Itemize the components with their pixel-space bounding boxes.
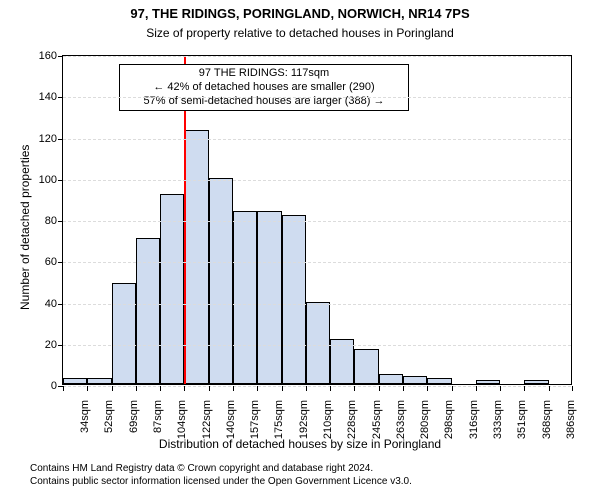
x-tick-label: 263sqm [395,392,407,439]
annotation-line-2: ← 42% of detached houses are smaller (29… [124,81,404,95]
x-tick-label: 333sqm [492,392,504,439]
x-tick-mark [112,386,113,391]
annotation-box: 97 THE RIDINGS: 117sqm ← 42% of detached… [119,64,409,111]
x-axis-label: Distribution of detached houses by size … [0,437,600,451]
x-tick-mark [403,386,404,391]
x-tick-mark [87,386,88,391]
attribution: Contains HM Land Registry data © Crown c… [30,463,412,488]
bar [136,238,160,384]
x-tick-label: 175sqm [273,392,285,439]
x-tick-mark [184,386,185,391]
bar [427,378,451,384]
y-tick-label: 0 [51,380,63,392]
y-tick-label: 60 [45,256,63,268]
y-tick-label: 140 [39,91,63,103]
y-tick-label: 20 [45,339,63,351]
y-tick-label: 40 [45,298,63,310]
x-tick-label: 386sqm [565,392,577,439]
bar [524,380,548,384]
x-tick-mark [330,386,331,391]
y-tick-label: 80 [45,215,63,227]
x-tick-label: 104sqm [176,392,188,439]
x-tick-label: 122sqm [201,392,213,439]
gridline-h [63,386,571,387]
x-tick-label: 140sqm [225,392,237,439]
bar [209,178,233,384]
bar [184,130,208,384]
x-tick-label: 87sqm [152,392,164,433]
bar [87,378,111,384]
gridline-h [63,180,571,181]
x-tick-label: 157sqm [249,392,261,439]
y-axis-label: Number of detached properties [18,145,32,310]
gridline-h [63,304,571,305]
x-tick-label: 192sqm [298,392,310,439]
x-tick-mark [500,386,501,391]
bar [379,374,403,384]
annotation-line-1: 97 THE RIDINGS: 117sqm [124,67,404,81]
x-tick-label: 69sqm [128,392,140,433]
x-tick-mark [136,386,137,391]
x-tick-label: 368sqm [541,392,553,439]
x-tick-mark [476,386,477,391]
gridline-h [63,56,571,57]
bar [282,215,306,384]
x-tick-label: 298sqm [443,392,455,439]
bar [403,376,427,384]
x-tick-mark [452,386,453,391]
plot-area: 97 THE RIDINGS: 117sqm ← 42% of detached… [62,55,572,385]
bar [63,378,87,384]
x-tick-mark [524,386,525,391]
chart-container: { "title_main": "97, THE RIDINGS, PORING… [0,0,600,500]
x-tick-mark [282,386,283,391]
x-tick-label: 52sqm [103,392,115,433]
x-tick-mark [257,386,258,391]
gridline-h [63,262,571,263]
attribution-line-2: Contains public sector information licen… [30,476,412,489]
x-tick-label: 34sqm [79,392,91,433]
x-tick-mark [306,386,307,391]
gridline-h [63,221,571,222]
x-tick-label: 245sqm [371,392,383,439]
x-tick-mark [572,386,573,391]
bar [257,211,281,384]
y-tick-label: 120 [39,133,63,145]
x-tick-mark [354,386,355,391]
attribution-line-1: Contains HM Land Registry data © Crown c… [30,463,412,476]
x-tick-mark [233,386,234,391]
bar [160,194,184,384]
x-tick-mark [427,386,428,391]
y-tick-label: 100 [39,174,63,186]
bar [476,380,500,384]
bar [306,302,330,385]
x-tick-mark [549,386,550,391]
gridline-h [63,97,571,98]
x-tick-label: 228sqm [346,392,358,439]
x-tick-mark [379,386,380,391]
x-tick-label: 280sqm [419,392,431,439]
chart-subtitle: Size of property relative to detached ho… [0,26,600,40]
y-tick-label: 160 [39,50,63,62]
x-tick-label: 351sqm [516,392,528,439]
x-tick-mark [160,386,161,391]
x-tick-label: 316sqm [468,392,480,439]
bar [354,349,378,384]
gridline-h [63,345,571,346]
chart-title: 97, THE RIDINGS, PORINGLAND, NORWICH, NR… [0,6,600,21]
x-tick-mark [63,386,64,391]
bar [112,283,136,384]
x-tick-mark [209,386,210,391]
x-tick-label: 210sqm [322,392,334,439]
gridline-h [63,139,571,140]
bar [233,211,257,384]
